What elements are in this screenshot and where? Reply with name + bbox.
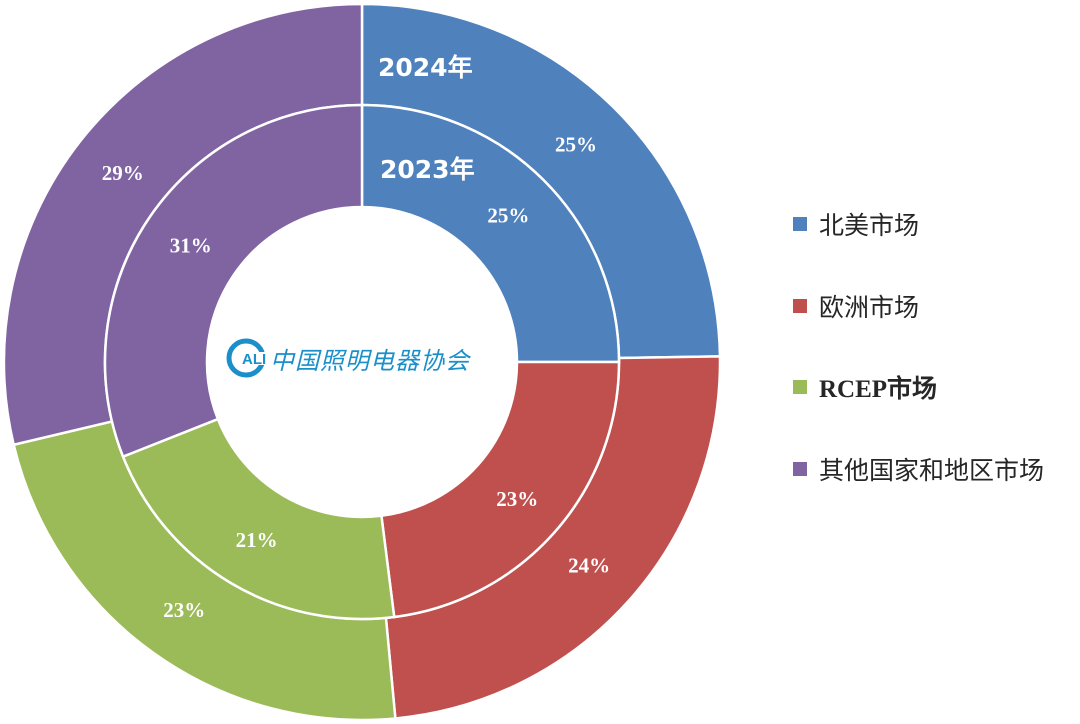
legend-item-other-regions: 其他国家和地区市场: [793, 452, 1044, 486]
inner-slice: [103, 103, 364, 459]
outer-ring-title: 2024年: [378, 53, 473, 82]
legend-item-rcep: RCEP市场: [793, 370, 937, 404]
legend-label: 欧洲市场: [819, 293, 920, 322]
inner-ring-title: 2023年: [380, 155, 475, 184]
outer-slice-label: 23%: [163, 598, 205, 622]
inner-slice-label: 23%: [496, 487, 538, 511]
legend-swatch: [793, 462, 807, 476]
inner-slice-label: 21%: [236, 528, 278, 552]
logo-badge-text: ALI: [242, 351, 266, 368]
inner-slice-label: 25%: [487, 204, 529, 228]
legend-swatch: [793, 217, 807, 231]
legend-item-europe: 欧洲市场: [793, 289, 919, 323]
legend-item-north-america: 北美市场: [793, 207, 919, 241]
legend-label: RCEP市场: [819, 376, 938, 403]
legend-swatch: [793, 299, 807, 313]
inner-slice: [380, 360, 621, 619]
outer-slice-label: 24%: [568, 554, 610, 578]
inner-ring-2023: [103, 103, 621, 621]
legend-label: 北美市场: [819, 211, 920, 240]
legend-swatch: [793, 380, 807, 394]
logo-text: 中国照明电器协会: [270, 346, 470, 375]
inner-slice: [121, 417, 396, 621]
outer-slice-label: 25%: [555, 133, 597, 157]
cali-badge-icon: ALI: [226, 338, 270, 378]
cali-logo: ALI 中国照明电器协会: [226, 338, 484, 378]
legend-label: 其他国家和地区市场: [819, 456, 1045, 485]
inner-slice: [360, 103, 621, 364]
outer-ring-2024: [2, 2, 722, 722]
legend: 北美市场 欧洲市场 RCEP市场 其他国家和地区市场: [793, 0, 1080, 724]
slice-labels: 25% 24% 23% 29% 25% 23% 21% 31%: [102, 133, 610, 622]
inner-slice-label: 31%: [170, 234, 212, 258]
outer-slice-label: 29%: [102, 161, 144, 185]
